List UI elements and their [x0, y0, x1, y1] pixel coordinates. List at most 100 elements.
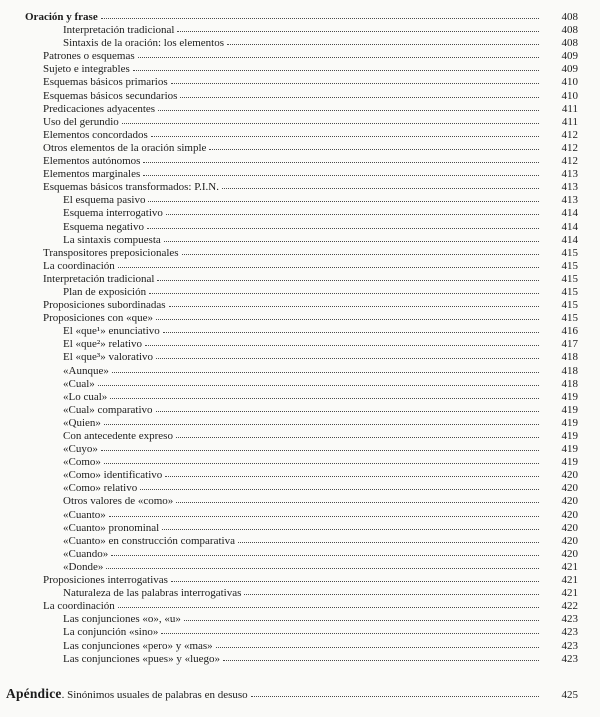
toc-entry-page: 414	[561, 207, 579, 220]
toc-entry-label-text: Esquemas básicos primarios	[43, 76, 168, 89]
dot-leader	[227, 44, 539, 46]
dot-leader	[155, 410, 539, 412]
toc-entry-label: El «que²» relativo	[63, 338, 142, 351]
toc-entry-label-text: «Donde»	[63, 560, 104, 573]
toc-entry-label: Esquemas básicos secundarios	[43, 90, 177, 103]
dot-leader	[244, 594, 539, 596]
dot-leader	[209, 148, 539, 150]
dot-leader	[170, 581, 539, 583]
toc-entry: Sujeto e integrables 409	[0, 63, 578, 76]
toc-entry-page: 420	[561, 547, 579, 560]
toc-entry: Elementos autónomos 412	[0, 155, 578, 168]
toc-entry: Plan de exposición 415	[0, 286, 578, 299]
toc-entry-page: 414	[561, 220, 579, 233]
dot-leader	[163, 240, 539, 242]
dot-leader	[215, 646, 539, 648]
toc-entry-page: 423	[561, 626, 579, 639]
toc-entry-label: Interpretación tradicional	[43, 273, 154, 286]
toc-entry-label: «Cuando»	[63, 548, 108, 561]
toc-entry-label-text: Esquemas básicos transformados: P.I.N.	[43, 181, 219, 194]
dot-leader	[146, 227, 539, 229]
toc-entry: Elementos marginales 413	[0, 168, 578, 181]
toc-entry-label-text: Proposiciones interrogativas	[43, 574, 168, 587]
toc-entry-page: 412	[561, 128, 579, 141]
toc-entry-label-text: La coordinación	[43, 600, 115, 613]
toc-entry-label: «Lo cual»	[63, 391, 107, 404]
toc-entry: «Cuanto» pronominal 420	[0, 522, 578, 535]
dot-leader	[106, 567, 539, 569]
toc-entry-label: Naturaleza de las palabras interrogativa…	[63, 587, 241, 600]
toc-entry: «Como» 419	[0, 456, 578, 469]
toc-entry: Naturaleza de las palabras interrogativa…	[0, 587, 578, 600]
toc-entry-label-text: Interpretación tradicional	[43, 272, 155, 285]
toc-entry-label-text: Otros valores de «como»	[63, 495, 174, 508]
dot-leader	[162, 332, 539, 334]
toc-entry: Las conjunciones «pero» y «mas» 423	[0, 640, 578, 653]
toc-entry-label: «Cuanto»	[63, 509, 106, 522]
toc-entry-label-text: Esquema negativo	[63, 220, 144, 233]
toc-entry-label: Uso del gerundio	[43, 116, 119, 129]
toc-entry-label-text: La sintaxis compuesta	[63, 233, 161, 246]
toc-entry-page: 415	[561, 312, 579, 325]
toc-entry-label-text: Patrones o esquemas	[43, 50, 135, 63]
toc-entry-label: «Cuyo»	[63, 443, 98, 456]
toc-entry-page: 423	[561, 613, 579, 626]
dot-leader	[170, 83, 539, 85]
toc-entry-label-text: «Como»	[63, 456, 101, 469]
toc-entry-label: Las conjunciones «pues» y «luego»	[63, 653, 220, 666]
toc-entry-page: 414	[561, 233, 579, 246]
toc-entry-label-text: El «que²» relativo	[63, 338, 143, 351]
toc-entry-page: 418	[561, 351, 579, 364]
dot-leader	[145, 345, 539, 347]
toc-entry-page: 420	[561, 469, 579, 482]
toc-entry: El esquema pasivo 413	[0, 194, 578, 207]
toc-entry-page: 410	[561, 89, 579, 102]
toc-entry: La coordinación 415	[0, 260, 578, 273]
toc-entry-label-text: Transpositores preposicionales	[43, 246, 179, 259]
toc-entry-label-text: La coordinación	[43, 259, 115, 272]
toc-entry: «Cuanto» 420	[0, 509, 578, 522]
dot-leader	[161, 633, 539, 635]
toc-entry-label-text: Las conjunciones «o», «u»	[63, 613, 181, 626]
toc-entry-label: Otros elementos de la oración simple	[43, 142, 206, 155]
toc-entry: Sintaxis de la oración: los elementos 40…	[0, 37, 578, 50]
toc-entry-page: 413	[561, 181, 579, 194]
toc-entry-label: La coordinación	[43, 600, 115, 613]
dot-leader	[180, 96, 539, 98]
toc-entry: Transpositores preposicionales 415	[0, 247, 578, 260]
dot-leader	[150, 135, 539, 137]
toc-entry-label: «Cual» comparativo	[63, 404, 153, 417]
toc-entry-label-text: Otros elementos de la oración simple	[43, 141, 207, 154]
toc-entry-label: El «que¹» enunciativo	[63, 325, 160, 338]
toc-entry-label-text: Uso del gerundio	[43, 115, 119, 128]
dot-leader	[117, 607, 539, 609]
toc-entry-label-text: Proposiciones subordinadas	[43, 299, 166, 312]
dot-leader	[149, 292, 539, 294]
toc-entry-label: «Aunque»	[63, 365, 109, 378]
toc-entry: «Cuyo» 419	[0, 443, 578, 456]
table-of-contents: Oración y frase 408 Interpretación tradi…	[0, 11, 578, 702]
toc-entry: La coordinación 422	[0, 600, 578, 613]
toc-entry: Esquema negativo 414	[0, 221, 578, 234]
toc-entry-page: 422	[561, 600, 579, 613]
toc-entry-page: 420	[561, 508, 579, 521]
toc-entry-label-text: Sujeto e integrables	[43, 63, 130, 76]
toc-entry: Esquemas básicos transformados: P.I.N. 4…	[0, 181, 578, 194]
toc-entry-label: «Cual»	[63, 378, 95, 391]
toc-entry-page: 415	[561, 259, 579, 272]
toc-entry-label: Las conjunciones «pero» y «mas»	[63, 640, 213, 653]
dot-leader	[103, 423, 539, 425]
toc-entry: «Quien» 419	[0, 417, 578, 430]
toc-entry: El «que¹» enunciativo 416	[0, 325, 578, 338]
toc-entry: El «que³» valorativo 418	[0, 351, 578, 364]
dot-leader	[237, 541, 539, 543]
toc-entry: «Aunque» 418	[0, 365, 578, 378]
toc-entry-page: 413	[561, 194, 579, 207]
toc-entry-page: 420	[561, 534, 579, 547]
toc-entry-label-text: Predicaciones adyacentes	[43, 102, 156, 115]
toc-entry: «Cual» comparativo 419	[0, 404, 578, 417]
toc-entry-page: 412	[561, 155, 579, 168]
toc-entry-label-text: El «que³» valorativo	[63, 351, 154, 364]
toc-entry-page: 419	[561, 416, 579, 429]
toc-entry: Elementos concordados 412	[0, 129, 578, 142]
